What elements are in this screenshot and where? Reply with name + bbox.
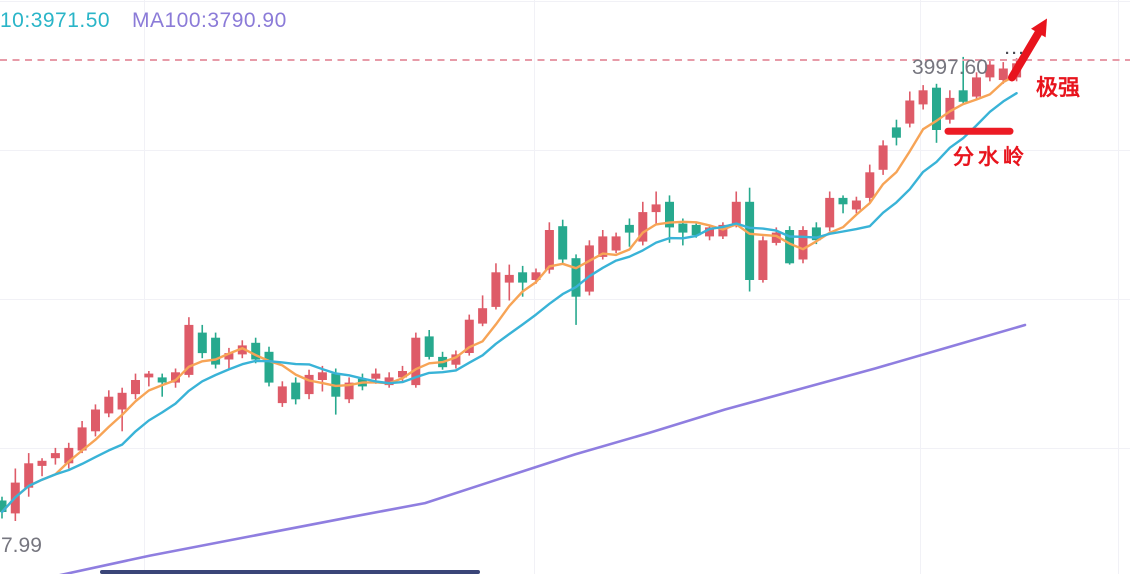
ma10-legend: 10:3971.50	[0, 9, 111, 32]
ellipsis-dots: ···	[1005, 45, 1026, 62]
resistance-price-label: 3997.60	[912, 56, 988, 79]
gridline-horizontal	[0, 299, 1130, 300]
watershed-annotation-label: 分水岭	[953, 146, 1028, 169]
gridline-horizontal	[0, 448, 1130, 449]
bottom-scrollbar[interactable]	[100, 570, 480, 574]
gridline-vertical	[920, 0, 921, 574]
up-arrow-shaft	[1008, 29, 1043, 82]
gridline-horizontal	[0, 150, 1130, 151]
gridline-horizontal	[0, 1, 1130, 2]
gridline-vertical	[1118, 0, 1119, 574]
up-arrow-head	[1031, 18, 1047, 38]
bottom-price-label: 7.99	[1, 534, 42, 557]
gridline-vertical	[144, 0, 145, 574]
strong-annotation-label: 极强	[1036, 75, 1081, 100]
gridline-vertical	[534, 0, 535, 574]
ma100-legend: MA100:3790.90	[132, 9, 287, 32]
